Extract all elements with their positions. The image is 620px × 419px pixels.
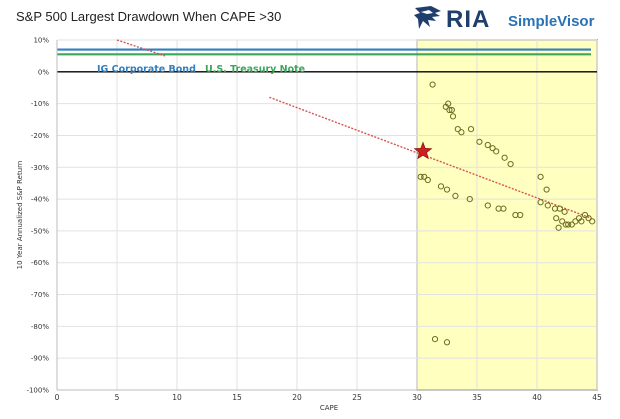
x-tick-label: 0 — [55, 393, 60, 402]
data-point — [537, 173, 544, 180]
highlight-region — [416, 39, 598, 391]
y-tick-label: 0% — [38, 68, 49, 76]
ig-corporate-bond-label: IG Corporate Bond — [97, 64, 196, 75]
trend-line-segment — [269, 96, 592, 219]
x-tick-label: 25 — [352, 393, 362, 402]
treasury-note-label: U.S. Treasury Note — [205, 64, 305, 75]
data-point — [467, 125, 475, 133]
data-point — [544, 202, 551, 209]
ria-simplevisor-logo: RIA SimpleVisor — [412, 4, 612, 36]
x-tick-label: 40 — [532, 393, 542, 402]
data-point — [589, 218, 596, 225]
y-tick-label: -70% — [31, 291, 49, 299]
data-point — [555, 224, 562, 231]
data-point — [449, 113, 457, 120]
data-point — [417, 173, 424, 180]
data-point — [493, 148, 500, 155]
data-point — [565, 221, 572, 228]
trend-line-segment — [116, 39, 166, 57]
y-axis-label: 10 Year Annualized S&P Return — [16, 161, 24, 270]
data-point — [424, 176, 431, 184]
y-tick-label: -20% — [31, 132, 49, 140]
data-point — [572, 218, 579, 225]
data-point — [466, 195, 473, 203]
data-point — [452, 192, 459, 200]
data-point — [537, 199, 544, 206]
data-point — [561, 208, 568, 215]
data-point — [443, 186, 451, 193]
star-marker — [413, 141, 433, 160]
x-tick-label: 30 — [412, 393, 422, 402]
x-tick-label: 35 — [472, 393, 482, 402]
data-point — [443, 339, 451, 346]
x-axis-label: CAPE — [320, 404, 338, 412]
data-point — [445, 100, 452, 107]
eagle-icon — [414, 6, 441, 29]
data-point — [501, 154, 508, 161]
data-point — [578, 218, 585, 225]
data-point — [421, 173, 428, 180]
y-tick-label: -50% — [31, 227, 49, 235]
x-tick-label: 10 — [172, 393, 182, 402]
data-point — [454, 125, 461, 133]
y-tick-label: -80% — [31, 323, 49, 331]
data-point — [484, 202, 491, 209]
data-point — [484, 141, 491, 149]
data-point — [448, 106, 455, 114]
data-point — [562, 221, 569, 228]
data-point — [489, 145, 496, 152]
y-tick-label: -90% — [31, 355, 49, 363]
data-point — [431, 335, 439, 343]
data-point — [581, 211, 589, 219]
data-point — [458, 129, 465, 136]
data-point — [500, 205, 507, 212]
data-point — [585, 215, 592, 222]
data-point — [517, 211, 524, 219]
y-tick-label: -100% — [26, 387, 49, 395]
x-tick-label: 20 — [292, 393, 302, 402]
data-point — [556, 205, 563, 212]
data-point — [507, 160, 514, 168]
y-tick-label: -10% — [31, 100, 49, 108]
x-tick-label: 45 — [592, 393, 602, 402]
data-point — [429, 81, 436, 88]
data-point — [476, 138, 483, 145]
y-tick-label: 10% — [33, 37, 49, 45]
data-point — [559, 218, 566, 225]
y-tick-label: -30% — [31, 164, 49, 172]
x-tick-label: 15 — [232, 393, 242, 402]
x-tick-label: 5 — [115, 393, 120, 402]
y-tick-label: -40% — [31, 196, 49, 204]
data-point — [553, 215, 560, 222]
data-point — [446, 106, 453, 114]
y-tick-label: -60% — [31, 259, 49, 267]
data-point — [543, 186, 550, 193]
data-point — [568, 221, 575, 228]
data-point — [437, 183, 445, 190]
chart-title: S&P 500 Largest Drawdown When CAPE >30 — [16, 9, 282, 24]
